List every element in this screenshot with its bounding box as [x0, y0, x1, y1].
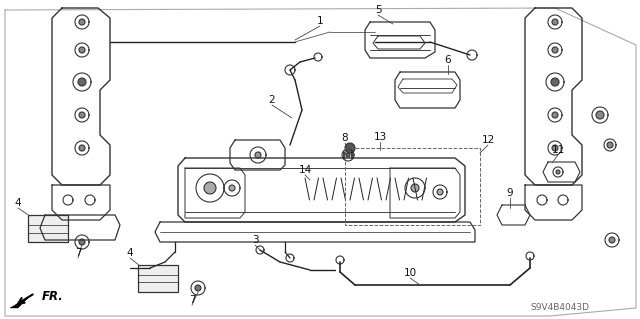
- Text: FR.: FR.: [42, 290, 64, 302]
- Polygon shape: [556, 170, 560, 174]
- Text: 7: 7: [189, 295, 195, 305]
- Text: 7: 7: [75, 248, 81, 258]
- Text: 1: 1: [317, 16, 323, 26]
- Polygon shape: [552, 19, 558, 25]
- Text: 13: 13: [373, 132, 387, 142]
- Text: 14: 14: [298, 165, 312, 175]
- Text: 12: 12: [481, 135, 495, 145]
- Polygon shape: [10, 296, 30, 308]
- Polygon shape: [78, 78, 86, 86]
- Polygon shape: [79, 47, 85, 53]
- Text: S9V4B4043D: S9V4B4043D: [531, 303, 589, 313]
- Text: 10: 10: [403, 268, 417, 278]
- Polygon shape: [552, 145, 558, 151]
- Text: 6: 6: [445, 55, 451, 65]
- Polygon shape: [229, 185, 235, 191]
- Polygon shape: [138, 265, 178, 292]
- Polygon shape: [551, 78, 559, 86]
- Polygon shape: [609, 237, 615, 243]
- Polygon shape: [204, 182, 216, 194]
- Polygon shape: [346, 153, 350, 157]
- Polygon shape: [28, 215, 68, 242]
- Text: 4: 4: [127, 248, 133, 258]
- Text: 8: 8: [342, 133, 348, 143]
- Polygon shape: [411, 184, 419, 192]
- Text: 11: 11: [552, 145, 564, 155]
- Text: 3: 3: [252, 235, 259, 245]
- Polygon shape: [195, 285, 201, 291]
- Polygon shape: [255, 152, 261, 158]
- Polygon shape: [79, 112, 85, 118]
- Polygon shape: [552, 112, 558, 118]
- Polygon shape: [79, 19, 85, 25]
- Polygon shape: [607, 142, 613, 148]
- Polygon shape: [79, 145, 85, 151]
- Polygon shape: [552, 47, 558, 53]
- Polygon shape: [345, 143, 355, 153]
- Text: 4: 4: [15, 198, 21, 208]
- Text: 5: 5: [374, 5, 381, 15]
- Text: 2: 2: [269, 95, 275, 105]
- Polygon shape: [596, 111, 604, 119]
- Polygon shape: [437, 189, 443, 195]
- Polygon shape: [79, 239, 85, 245]
- Text: 9: 9: [507, 188, 513, 198]
